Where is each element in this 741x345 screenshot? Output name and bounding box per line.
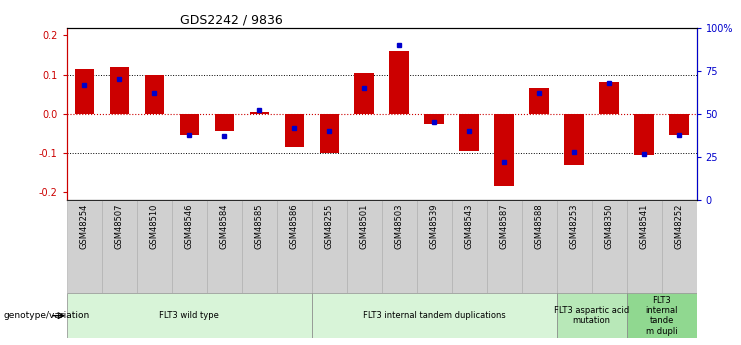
- Text: GSM48543: GSM48543: [465, 204, 473, 249]
- Bar: [591, 200, 627, 293]
- Bar: [179, 114, 199, 136]
- Bar: [662, 200, 697, 293]
- Bar: [556, 200, 591, 293]
- Text: GSM48587: GSM48587: [499, 204, 508, 249]
- Bar: [354, 73, 373, 114]
- Bar: [250, 112, 269, 114]
- Text: GDS2242 / 9836: GDS2242 / 9836: [180, 13, 283, 27]
- Text: GSM48255: GSM48255: [325, 204, 333, 249]
- Text: FLT3 internal tandem duplications: FLT3 internal tandem duplications: [363, 311, 505, 320]
- Bar: [144, 75, 164, 114]
- Text: GSM48510: GSM48510: [150, 204, 159, 249]
- Bar: [312, 200, 347, 293]
- Text: GSM48584: GSM48584: [219, 204, 229, 249]
- Text: GSM48539: GSM48539: [430, 204, 439, 249]
- Bar: [556, 293, 627, 338]
- Bar: [416, 200, 451, 293]
- Bar: [285, 114, 304, 147]
- Text: GSM48588: GSM48588: [534, 204, 544, 249]
- Text: GSM48253: GSM48253: [570, 204, 579, 249]
- Bar: [627, 293, 697, 338]
- Bar: [487, 200, 522, 293]
- Bar: [276, 200, 312, 293]
- Bar: [215, 114, 233, 131]
- Text: GSM48252: GSM48252: [674, 204, 683, 249]
- Text: GSM48350: GSM48350: [605, 204, 614, 249]
- Text: GSM48254: GSM48254: [80, 204, 89, 249]
- Bar: [242, 200, 276, 293]
- Bar: [530, 88, 548, 114]
- Text: FLT3
internal
tande
m dupli: FLT3 internal tande m dupli: [645, 296, 678, 336]
- Bar: [67, 293, 312, 338]
- Bar: [75, 69, 94, 114]
- Text: FLT3 aspartic acid
mutation: FLT3 aspartic acid mutation: [554, 306, 629, 325]
- Bar: [425, 114, 444, 124]
- Text: GSM48503: GSM48503: [395, 204, 404, 249]
- Bar: [390, 51, 409, 114]
- Text: GSM48586: GSM48586: [290, 204, 299, 249]
- Bar: [207, 200, 242, 293]
- Bar: [382, 200, 416, 293]
- Bar: [110, 67, 129, 114]
- Bar: [312, 293, 556, 338]
- Text: GSM48541: GSM48541: [639, 204, 648, 249]
- Text: GSM48585: GSM48585: [255, 204, 264, 249]
- Bar: [172, 200, 207, 293]
- Bar: [347, 200, 382, 293]
- Bar: [67, 200, 102, 293]
- Text: GSM48546: GSM48546: [185, 204, 193, 249]
- Bar: [136, 200, 172, 293]
- Bar: [634, 114, 654, 155]
- Bar: [627, 200, 662, 293]
- Text: genotype/variation: genotype/variation: [4, 311, 90, 320]
- Bar: [459, 114, 479, 151]
- Text: GSM48507: GSM48507: [115, 204, 124, 249]
- Bar: [494, 114, 514, 186]
- Bar: [102, 200, 136, 293]
- Bar: [565, 114, 584, 165]
- Bar: [522, 200, 556, 293]
- Bar: [451, 200, 487, 293]
- Bar: [669, 114, 688, 136]
- Bar: [599, 82, 619, 114]
- Text: FLT3 wild type: FLT3 wild type: [159, 311, 219, 320]
- Text: GSM48501: GSM48501: [359, 204, 368, 249]
- Bar: [319, 114, 339, 153]
